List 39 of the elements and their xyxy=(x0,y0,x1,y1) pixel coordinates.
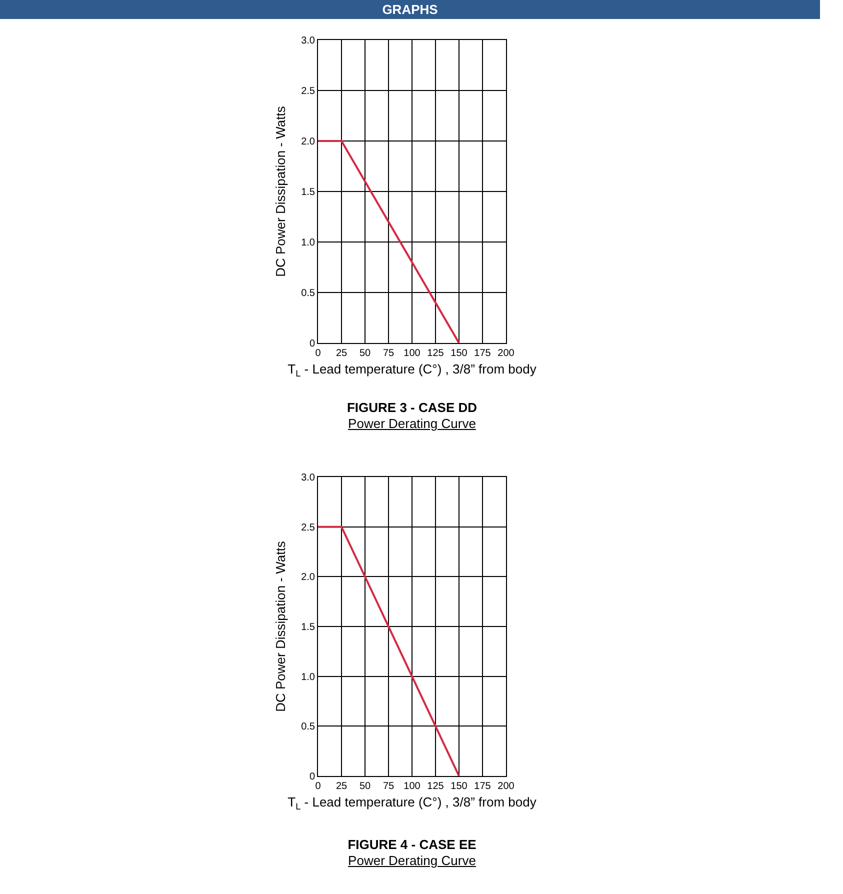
text: FIGURE 4 - CASE EE xyxy=(346,837,478,852)
x-tick-label: 125 xyxy=(427,348,444,359)
y-tick-label: 1.0 xyxy=(301,238,316,248)
text: Power Derating Curve xyxy=(347,416,477,431)
x-tick-label: 100 xyxy=(404,781,421,792)
x-tick-label: 75 xyxy=(382,781,394,792)
y-tick-label: 0 xyxy=(309,338,316,350)
y-axis-title: DC Power Dissipation - Watts xyxy=(273,540,288,712)
y-axis-title: DC Power Dissipation - Watts xyxy=(273,106,288,277)
y-tick-label: 2.5 xyxy=(301,86,316,97)
y-tick-label: 2.0 xyxy=(301,572,316,584)
x-tick-label: 175 xyxy=(474,348,492,359)
y-tick-label: 0.5 xyxy=(301,288,316,299)
x-tick-label: 150 xyxy=(450,781,468,792)
text: GRAPHS xyxy=(0,0,820,19)
y-tick-label: 2.0 xyxy=(301,136,316,148)
x-tick-label: 25 xyxy=(336,781,348,792)
x-tick-label: 75 xyxy=(382,348,394,359)
x-tick-label: 50 xyxy=(359,781,371,792)
x-tick-label: 100 xyxy=(404,348,421,359)
x-tick-label: 50 xyxy=(359,348,371,359)
x-axis-title: T$_{L}$ - Lead temperature (C°) , 3/8” from body xyxy=(288,794,537,812)
y-tick-label: 3.0 xyxy=(301,472,316,484)
x-tick-label: 150 xyxy=(450,348,468,359)
x-tick-label: 175 xyxy=(474,781,492,792)
x-tick-label: 25 xyxy=(336,348,348,359)
y-tick-label: 1.0 xyxy=(301,672,316,683)
y-tick-label: 2.5 xyxy=(301,522,316,534)
y-tick-label: 1.5 xyxy=(301,622,316,633)
text: FIGURE 3 - CASE DD xyxy=(346,400,478,415)
y-tick-label: 0.5 xyxy=(301,722,316,733)
x-axis-title: T$_{L}$ - Lead temperature (C°) , 3/8” from body xyxy=(288,362,537,378)
x-tick-label: 200 xyxy=(498,781,515,792)
y-tick-label: 0 xyxy=(309,772,316,782)
y-tick-label: 3.0 xyxy=(301,36,316,46)
x-tick-label: 125 xyxy=(427,781,444,792)
y-tick-label: 1.5 xyxy=(301,187,316,198)
x-tick-label: 200 xyxy=(498,348,515,359)
text: Power Derating Curve xyxy=(347,853,477,868)
